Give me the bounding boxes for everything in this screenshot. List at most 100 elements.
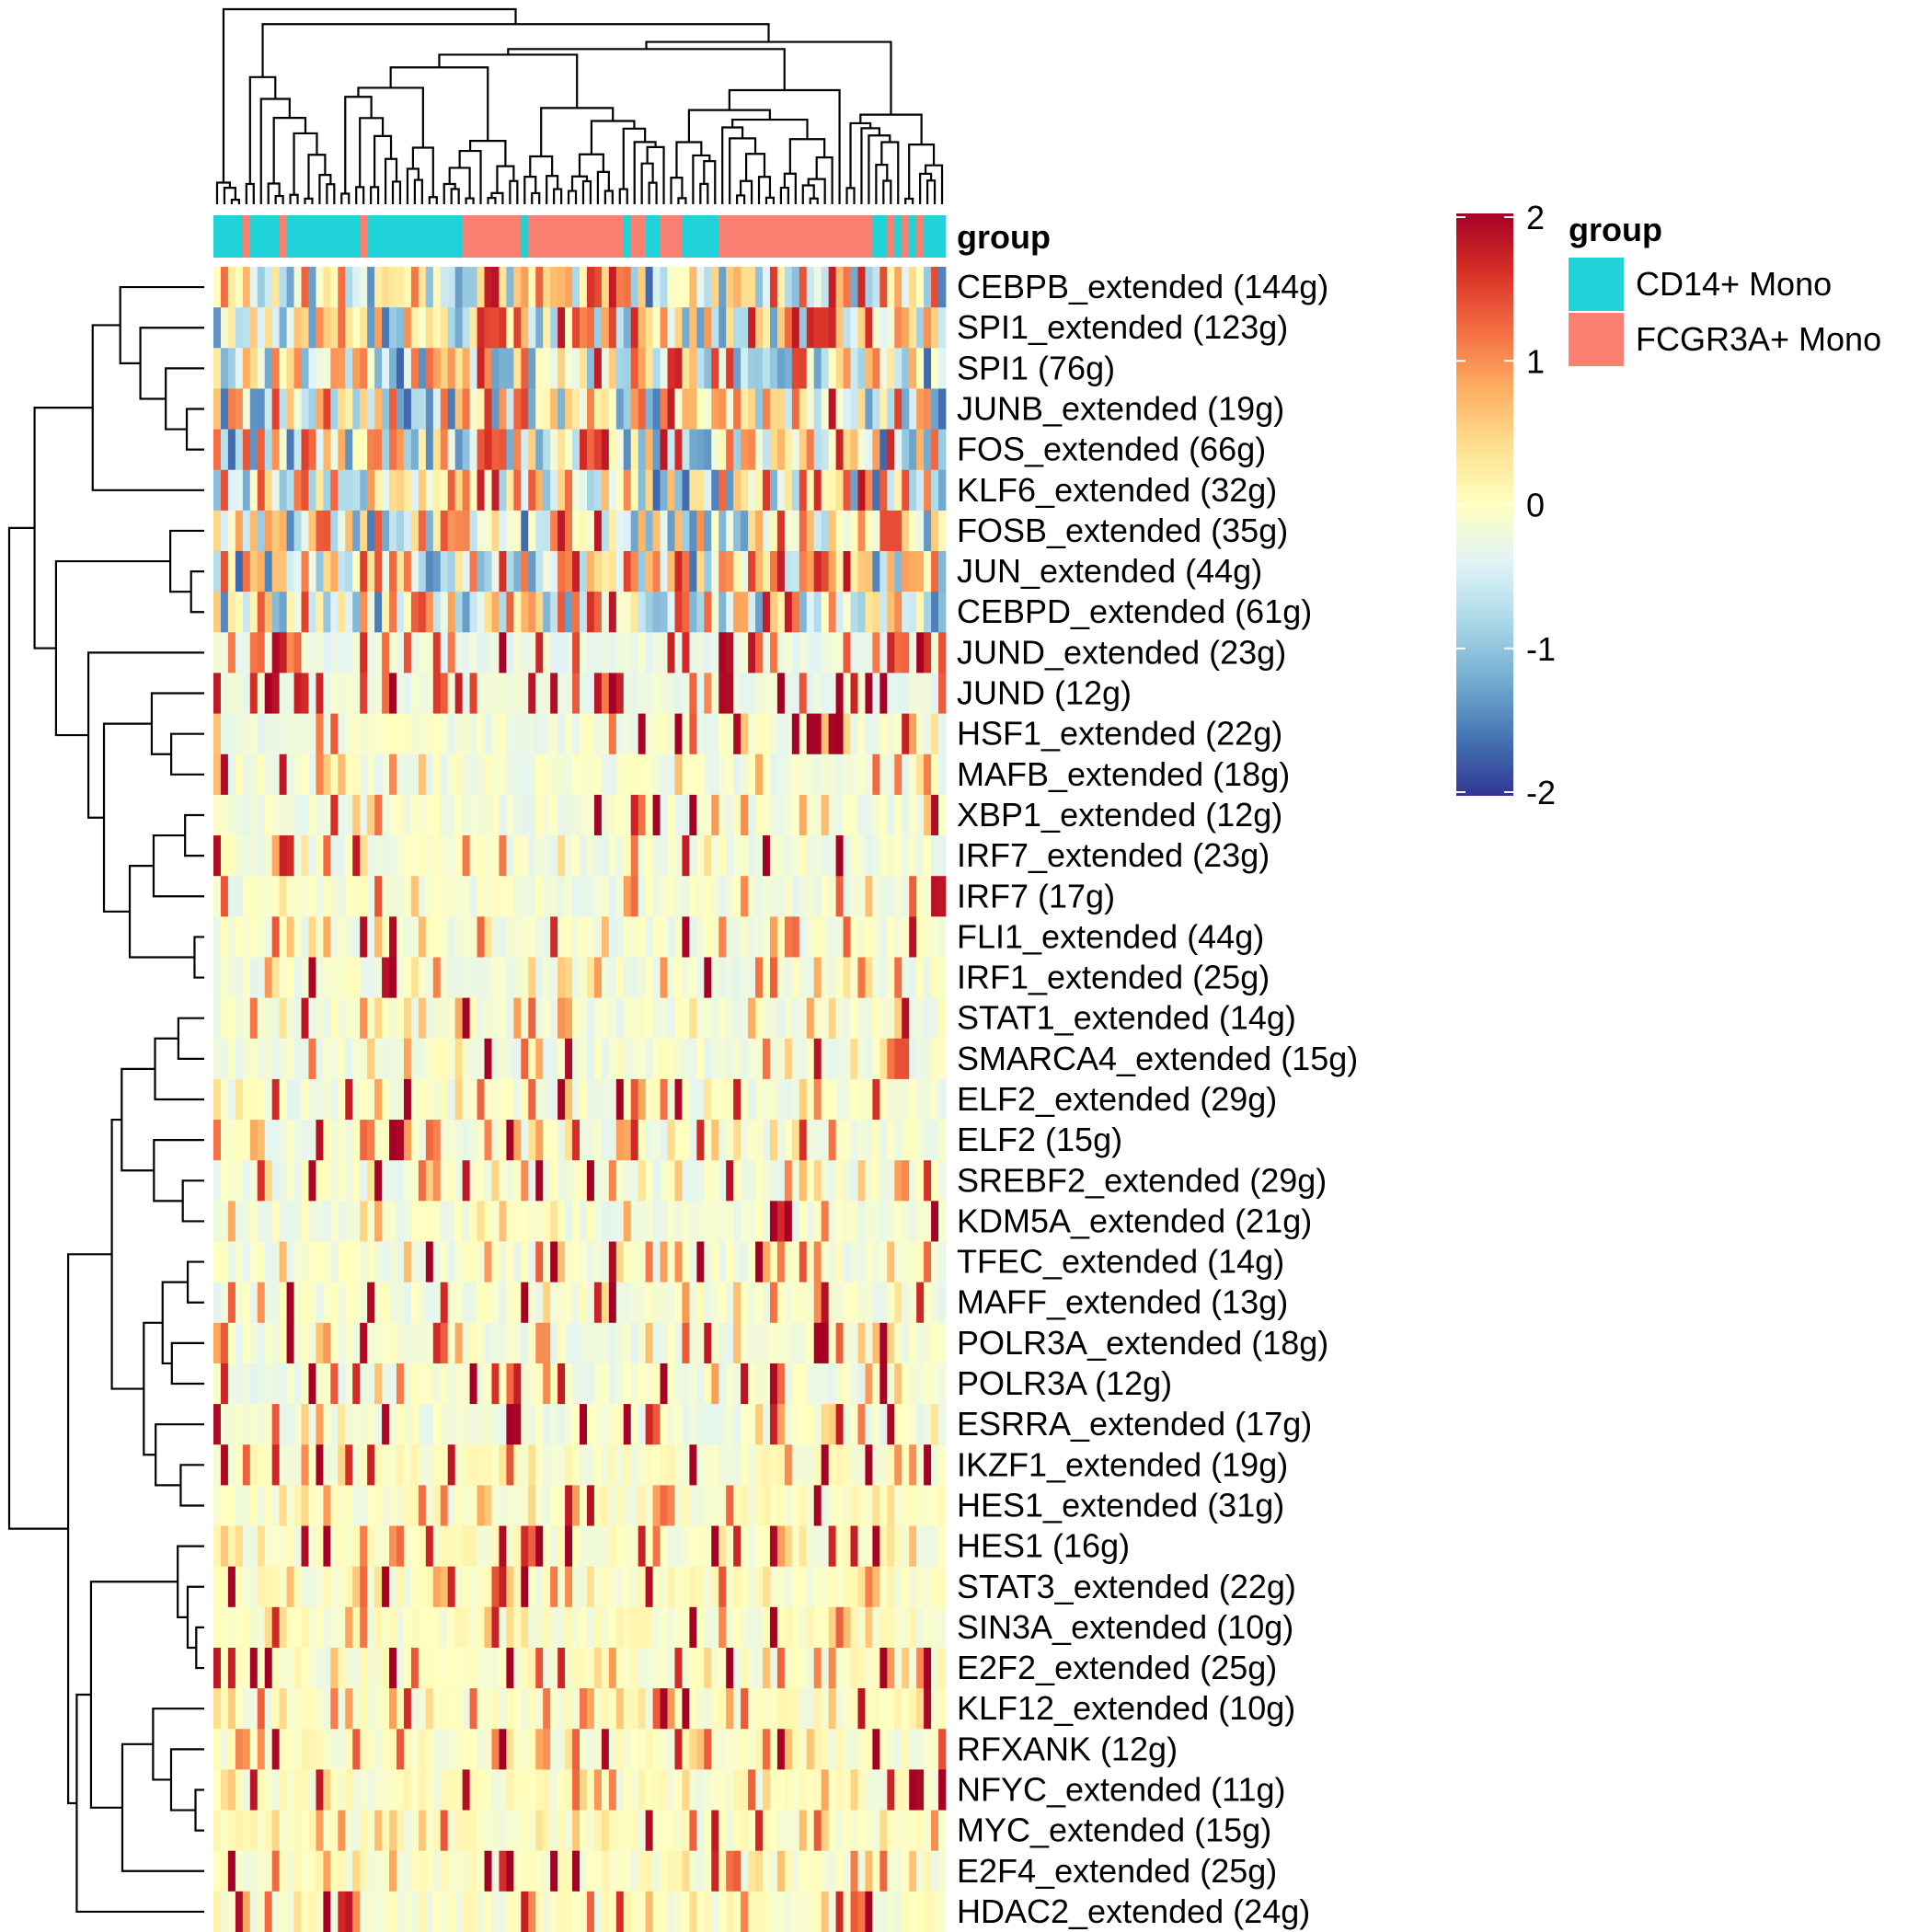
heatmap-cell	[528, 510, 536, 552]
heatmap-cell	[865, 997, 873, 1040]
heatmap-cell	[397, 1525, 405, 1568]
heatmap-cell	[352, 632, 361, 673]
heatmap-cell	[513, 348, 522, 389]
heatmap-cell	[887, 794, 895, 836]
heatmap-cell	[506, 1282, 514, 1324]
heatmap-cell	[667, 469, 675, 512]
heatmap-cell	[462, 632, 470, 673]
heatmap-cell	[264, 1120, 273, 1161]
heatmap-cell	[543, 1241, 551, 1283]
heatmap-cell	[909, 997, 917, 1040]
heatmap-cell	[850, 713, 858, 755]
heatmap-cell	[843, 794, 851, 836]
heatmap-cell	[374, 510, 383, 552]
heatmap-cell	[608, 469, 617, 512]
heatmap-cell	[726, 794, 734, 836]
heatmap-cell	[308, 1606, 316, 1649]
heatmap-cell	[726, 1363, 734, 1405]
heatmap-cell	[623, 1363, 632, 1405]
heatmap-cell	[601, 1769, 610, 1811]
heatmap-cell	[674, 429, 683, 471]
heatmap-cell	[543, 632, 551, 673]
heatmap-cell	[410, 348, 420, 389]
heatmap-cell	[755, 1038, 764, 1080]
heatmap-cell	[894, 1444, 902, 1486]
heatmap-cell	[638, 1769, 647, 1811]
heatmap-cell	[931, 429, 939, 471]
heatmap-cell	[323, 1363, 331, 1405]
heatmap-cell	[784, 348, 793, 389]
heatmap-cell	[425, 1485, 434, 1526]
heatmap-cell	[374, 1810, 383, 1852]
heatmap-cell	[308, 1810, 316, 1852]
heatmap-cell	[689, 1078, 697, 1121]
heatmap-cell	[813, 551, 822, 592]
heatmap-cell	[689, 307, 697, 349]
heatmap-cell	[432, 307, 442, 349]
heatmap-cell	[835, 1810, 844, 1852]
heatmap-cell	[682, 1120, 690, 1161]
heatmap-cell	[601, 1322, 610, 1364]
dendrogram-branch	[904, 197, 914, 204]
heatmap-cell	[220, 957, 229, 999]
heatmap-cell	[440, 1525, 449, 1568]
heatmap-cell	[769, 957, 778, 999]
heatmap-cell	[924, 997, 932, 1040]
heatmap-cell	[345, 267, 353, 308]
heatmap-cell	[931, 307, 939, 349]
heatmap-cell	[550, 632, 558, 673]
heatmap-cell	[382, 713, 390, 755]
annotation-cell	[425, 215, 434, 258]
heatmap-cell	[528, 1322, 536, 1364]
heatmap-cell	[308, 429, 316, 471]
heatmap-cell	[432, 632, 442, 673]
heatmap-cell	[271, 1729, 281, 1770]
dendrogram-branch	[788, 138, 826, 174]
heatmap-cell	[484, 753, 492, 796]
heatmap-cell	[506, 1201, 514, 1242]
heatmap-cell	[865, 1688, 873, 1730]
heatmap-cell	[513, 1769, 522, 1811]
heatmap-cell	[484, 1038, 492, 1080]
heatmap-cell	[535, 1322, 544, 1364]
heatmap-cell	[543, 1201, 551, 1242]
heatmap-cell	[813, 957, 822, 999]
heatmap-cell	[462, 1444, 470, 1486]
heatmap-cell	[726, 1688, 734, 1730]
heatmap-cell	[286, 1241, 294, 1283]
heatmap-cell	[806, 592, 815, 633]
heatmap-cell	[894, 916, 902, 958]
heatmap-cell	[543, 1850, 551, 1892]
heatmap-cell	[821, 632, 830, 673]
heatmap-cell	[865, 1525, 873, 1568]
heatmap-cell	[565, 1688, 573, 1730]
heatmap-cell	[879, 753, 888, 796]
heatmap-cell	[806, 469, 815, 512]
heatmap-cell	[242, 1160, 251, 1202]
heatmap-cell	[615, 997, 625, 1040]
heatmap-cell	[557, 307, 566, 349]
annotation-cell	[755, 215, 764, 258]
heatmap-cell	[550, 835, 558, 877]
heatmap-cell	[418, 1120, 427, 1161]
heatmap-cell	[557, 1120, 566, 1161]
heatmap-cell	[374, 1850, 383, 1892]
heatmap-cell	[286, 1688, 294, 1730]
heatmap-cell	[293, 632, 302, 673]
heatmap-cell	[316, 510, 324, 552]
heatmap-cell	[345, 1647, 353, 1689]
heatmap-cell	[227, 1160, 236, 1202]
heatmap-cell	[557, 876, 566, 917]
heatmap-cell	[454, 632, 464, 673]
heatmap-cell	[557, 510, 566, 552]
heatmap-cell	[857, 1850, 866, 1892]
heatmap-cell	[828, 510, 836, 552]
heatmap-cell	[894, 1850, 902, 1892]
heatmap-cell	[535, 1120, 544, 1161]
heatmap-cell	[601, 794, 610, 836]
heatmap-cell	[491, 997, 500, 1040]
heatmap-cell	[696, 469, 705, 512]
heatmap-cell	[264, 1729, 273, 1770]
heatmap-cell	[257, 997, 266, 1040]
